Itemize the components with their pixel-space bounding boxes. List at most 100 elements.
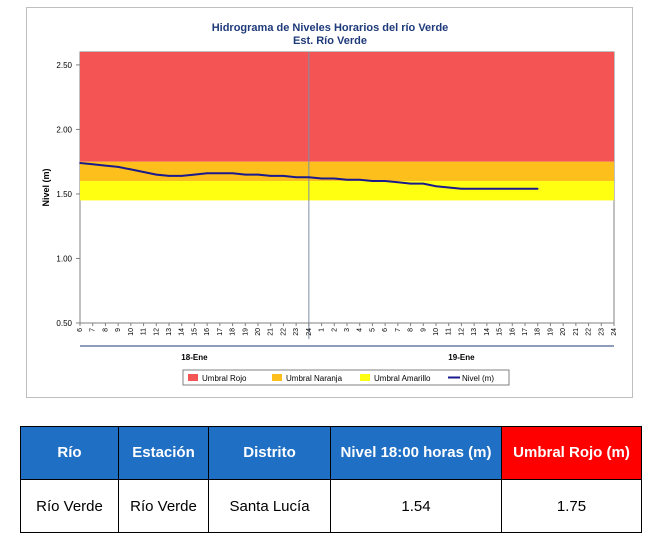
y-axis-label: Nivel (m) [41,168,51,206]
series-point-25 [397,181,399,184]
series-point-5 [142,171,145,173]
series-point-11 [219,172,221,175]
series-point-28 [435,185,437,188]
series-point-6 [155,173,158,176]
x-tick-label-32: 14 [484,328,491,336]
y-tick-label-2: 1.50 [56,190,72,199]
x-tick-label-34: 16 [509,328,516,336]
x-tick-label-26: 8 [408,328,415,332]
threshold-band-0 [80,52,614,162]
x-tick-label-35: 17 [522,328,529,336]
legend-label-0: Umbral Rojo [202,374,247,383]
series-point-35 [524,187,526,190]
series-point-33 [498,187,501,190]
cell-station: Río Verde [118,479,209,533]
x-tick-label-42: 24 [611,328,618,336]
x-tick-label-12: 18 [230,328,237,336]
legend-swatch-1 [272,374,282,381]
station-summary-table: Río Estación Distrito Nivel 18:00 horas … [20,426,642,533]
chart-title: Hidrograma de Niveles Horarios del río V… [212,22,449,34]
series-point-1 [91,163,94,166]
series-point-0 [79,162,81,164]
x-tick-label-39: 21 [573,328,580,336]
series-point-9 [193,173,196,176]
x-tick-label-40: 22 [586,328,593,336]
x-tick-label-8: 14 [179,328,186,336]
series-point-27 [422,182,425,185]
series-point-3 [117,166,119,168]
table-header-row: Río Estación Distrito Nivel 18:00 horas … [20,426,642,480]
x-tick-label-16: 22 [280,328,287,336]
series-point-23 [371,180,374,182]
x-tick-label-18: 24 [306,328,313,336]
cell-red-threshold: 1.75 [501,479,642,533]
series-point-20 [333,177,336,180]
x-tick-label-19: 1 [319,328,326,332]
header-station: Estación [118,426,209,480]
x-tick-label-5: 11 [141,328,148,335]
x-tick-label-14: 20 [255,328,262,336]
x-tick-label-3: 9 [115,328,122,332]
y-tick-label-0: 2.50 [56,61,72,70]
x-tick-label-13: 19 [242,328,249,336]
series-point-4 [130,168,132,171]
x-tick-label-20: 2 [331,328,338,332]
x-tick-label-29: 11 [446,328,453,335]
series-point-21 [346,178,348,181]
y-tick-label-4: 0.50 [56,319,72,328]
series-point-32 [486,187,488,190]
threshold-band-2 [80,181,614,201]
x-tick-label-11: 17 [217,328,224,336]
x-tick-label-9: 15 [191,328,198,336]
day-label-1: 19-Ene [448,353,475,362]
y-tick-label-1: 2.00 [56,125,72,134]
y-tick-label-3: 1.00 [56,254,72,263]
cell-level: 1.54 [330,479,502,533]
x-tick-label-22: 4 [357,328,364,332]
series-point-2 [104,164,107,167]
series-point-26 [409,182,412,185]
series-point-8 [180,175,183,177]
x-tick-label-31: 13 [471,328,478,336]
series-point-29 [447,186,450,189]
cell-district: Santa Lucía [208,479,331,533]
x-tick-label-10: 16 [204,328,211,336]
x-tick-label-2: 8 [102,328,109,332]
legend-box [182,369,510,386]
series-point-36 [536,187,539,190]
x-tick-label-38: 20 [560,328,567,336]
legend-label-1: Umbral Naranja [286,374,343,383]
table-row: Río Verde Río Verde Santa Lucía 1.54 1.7… [20,479,642,533]
series-point-24 [384,180,386,182]
day-label-0: 18-Ene [181,353,208,362]
x-tick-label-30: 12 [458,328,465,336]
header-level-1800: Nivel 18:00 horas (m) [330,426,502,480]
chart-frame: Hidrograma de Niveles Horarios del río V… [26,7,633,398]
x-tick-label-41: 23 [598,328,605,336]
header-district: Distrito [208,426,331,480]
x-tick-label-28: 10 [433,328,440,336]
series-point-18 [308,176,310,178]
series-point-22 [358,178,361,181]
series-point-10 [206,172,208,175]
legend-swatch-2 [360,374,370,381]
x-tick-label-23: 5 [369,328,376,332]
x-tick-label-21: 3 [344,328,351,332]
x-tick-label-25: 7 [395,328,402,332]
series-point-17 [295,176,297,178]
series-point-14 [257,173,259,176]
x-tick-label-36: 18 [535,328,542,336]
series-point-7 [168,175,170,177]
x-tick-label-15: 21 [268,328,275,336]
x-tick-label-4: 10 [128,328,135,336]
header-red-threshold: Umbral Rojo (m) [501,426,642,480]
hydrograph-chart: Hidrograma de Niveles Horarios del río V… [41,22,618,386]
x-tick-label-0: 6 [77,328,84,332]
series-point-13 [244,173,247,176]
legend-label-2: Umbral Amarillo [374,374,431,383]
x-tick-label-33: 15 [497,328,504,336]
x-tick-label-24: 6 [382,328,389,332]
series-point-12 [231,172,234,175]
chart-subtitle: Est. Río Verde [293,35,367,47]
x-tick-label-1: 7 [90,328,97,332]
